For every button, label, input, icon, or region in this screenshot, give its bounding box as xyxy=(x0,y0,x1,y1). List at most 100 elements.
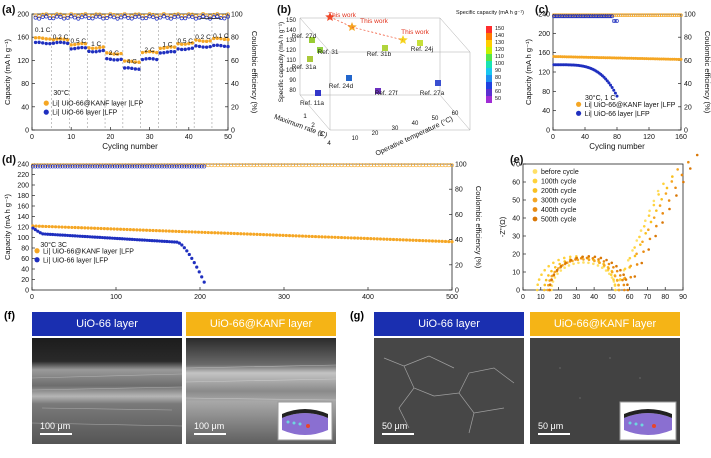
capacity-point xyxy=(62,41,66,45)
capacity-point xyxy=(629,56,633,60)
y2-tick-label: 80 xyxy=(231,35,239,42)
capacity-point xyxy=(580,55,584,59)
y-axis-label: Capacity (mA h g⁻¹) xyxy=(524,38,533,105)
rate-label: 0.5 C xyxy=(71,38,87,45)
capacity-point xyxy=(137,60,141,64)
capacity-point xyxy=(653,57,657,61)
panel-e-frame xyxy=(522,163,684,291)
capacity-point xyxy=(586,55,590,59)
ce-point xyxy=(90,164,95,169)
capacity-point xyxy=(120,237,124,241)
nyquist-point xyxy=(553,270,556,274)
capacity-point xyxy=(411,238,415,242)
capacity-point xyxy=(352,236,357,240)
capacity-point xyxy=(252,232,256,236)
capacity-point xyxy=(552,55,556,59)
capacity-point xyxy=(310,234,314,239)
ce-point xyxy=(58,12,63,17)
ce-point xyxy=(649,13,653,17)
ref-point xyxy=(307,56,313,62)
y-tick-label: 110 xyxy=(286,58,296,64)
capacity-point xyxy=(268,233,272,237)
nyquist-tail-point xyxy=(695,153,699,157)
nyquist-point xyxy=(615,279,619,282)
capacity-point xyxy=(187,41,191,46)
capacity-point xyxy=(202,280,206,284)
ce-point xyxy=(68,164,72,169)
capacity-point xyxy=(219,43,223,48)
nyquist-tail-point xyxy=(647,248,650,251)
capacity-point xyxy=(126,59,130,63)
ce-point xyxy=(172,12,177,17)
nyquist-point xyxy=(550,274,554,278)
ce-point xyxy=(172,164,177,169)
x-tick-label: 40 xyxy=(590,294,598,300)
ce-point xyxy=(651,13,655,17)
x-tick-label: 40 xyxy=(581,134,589,141)
y2-tick-label: 60 xyxy=(455,212,463,219)
capacity-point xyxy=(287,233,292,238)
capacity-point xyxy=(53,225,58,229)
ce-point xyxy=(144,13,148,18)
ce-point xyxy=(40,12,45,17)
nyquist-point xyxy=(619,268,622,272)
capacity-point xyxy=(73,234,77,238)
y2-tick-label: 0 xyxy=(684,128,688,135)
ce-point xyxy=(126,13,131,18)
capacity-point xyxy=(362,236,366,241)
ce-point xyxy=(101,14,106,19)
capacity-point xyxy=(607,81,611,85)
capacity-point xyxy=(235,232,240,236)
capacity-point xyxy=(172,45,177,49)
y-tick-label: 60 xyxy=(512,180,520,187)
capacity-point xyxy=(151,50,155,54)
nyquist-tail-point xyxy=(660,197,663,201)
nyquist-tail-point xyxy=(661,221,664,224)
ce-point xyxy=(182,164,187,169)
nyquist-tail-point xyxy=(628,256,632,260)
capacity-point xyxy=(195,265,199,269)
nyquist-point xyxy=(605,258,608,262)
nyquist-point xyxy=(582,261,585,264)
capacity-point xyxy=(79,226,84,230)
ce-point xyxy=(610,14,614,19)
capacity-point xyxy=(605,79,609,83)
ce-point xyxy=(140,164,145,169)
nyquist-point xyxy=(609,273,613,277)
nyquist-point xyxy=(617,288,621,292)
z-tick-label: 60 xyxy=(452,111,459,117)
ce-point xyxy=(218,16,223,21)
capacity-point xyxy=(63,233,67,237)
capacity-point xyxy=(89,226,93,230)
nyquist-point xyxy=(557,267,560,270)
nyquist-tail-point xyxy=(635,239,639,242)
y-tick-label: 90 xyxy=(289,78,296,84)
nyquist-point xyxy=(575,256,578,260)
capacity-point xyxy=(144,228,149,232)
nyquist-tail-point xyxy=(661,212,665,215)
capacity-point xyxy=(190,46,195,50)
ce-point xyxy=(137,164,142,169)
sem-g-right-image: 50 μm xyxy=(530,338,680,444)
capacity-point xyxy=(162,46,166,50)
capacity-point xyxy=(144,50,148,54)
nyquist-point xyxy=(623,288,626,292)
nyquist-tail-point xyxy=(675,194,678,197)
capacity-point xyxy=(115,58,120,62)
temp-annotation: 30°C xyxy=(53,89,69,97)
capacity-point xyxy=(248,232,253,236)
capacity-point xyxy=(105,227,110,231)
capacity-point xyxy=(172,240,176,244)
ce-point xyxy=(642,13,647,17)
legend-d-text: Li| UiO-66 layer |LFP xyxy=(43,257,108,264)
capacity-point xyxy=(192,261,196,265)
ce-point xyxy=(135,164,140,169)
nyquist-tail-point xyxy=(623,267,627,271)
ce-point xyxy=(670,13,675,17)
ce-point xyxy=(618,13,623,17)
ce-point xyxy=(73,164,77,169)
capacity-point xyxy=(83,46,88,50)
capacity-point xyxy=(98,45,102,50)
ce-point xyxy=(58,164,63,169)
capacity-point xyxy=(103,236,107,240)
